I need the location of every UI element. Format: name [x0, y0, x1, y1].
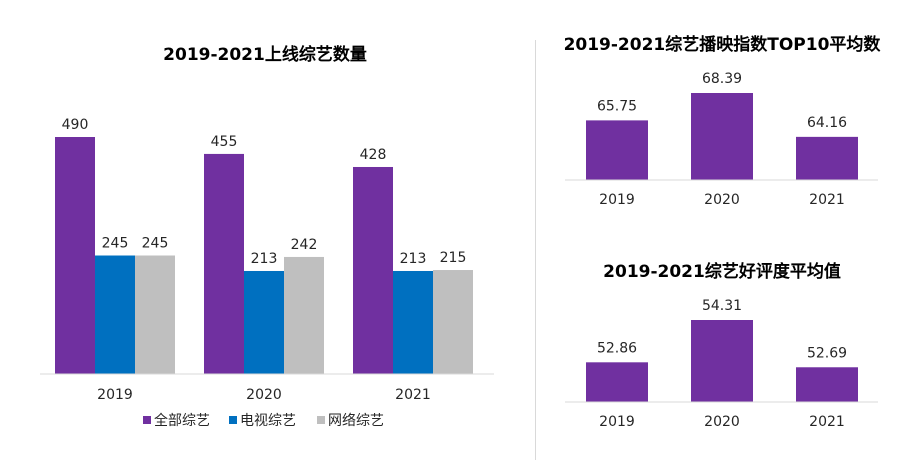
- bar-2021-series-0: [353, 166, 393, 374]
- bar-2019-series-0: [55, 137, 95, 374]
- data-label-2020-series-0: 455: [211, 134, 238, 150]
- x-tick-2020: 2020: [246, 387, 282, 403]
- legend-swatch-0: [143, 416, 151, 424]
- data-label-2020-series-1: 213: [251, 251, 278, 267]
- bar-2021-series-1: [393, 270, 433, 374]
- launched-shows-legend: 全部综艺 电视综艺 网络综艺: [143, 412, 384, 429]
- data-label-2019-series-0: 490: [62, 117, 89, 133]
- legend-swatch-2: [317, 416, 325, 424]
- data-label-2019-series-1: 245: [102, 236, 129, 252]
- chart-divider: [535, 40, 536, 460]
- x-tick-2019: 2019: [97, 387, 133, 403]
- data-label-2021-series-0: 428: [360, 147, 387, 163]
- launched-shows-chart-title: 2019-2021上线综艺数量: [163, 44, 367, 65]
- data-label-2019-series-2: 245: [142, 236, 169, 252]
- legend-swatch-1: [229, 416, 237, 424]
- bar-2019-series-2: [135, 255, 175, 374]
- bar-2020-series-2: [284, 256, 324, 374]
- legend-label-1: 电视综艺: [240, 413, 296, 429]
- bar-2019-series-1: [95, 255, 135, 374]
- x-tick-2021: 2021: [395, 387, 431, 403]
- data-label-2021-series-1: 213: [400, 251, 427, 267]
- legend-label-0: 全部综艺: [154, 412, 210, 429]
- bar-2021-series-2: [433, 270, 473, 374]
- bar-2020-series-1: [244, 270, 284, 374]
- data-label-2020-series-2: 242: [291, 237, 318, 253]
- bar-2020-series-0: [204, 153, 244, 374]
- legend-label-2: 网络综艺: [328, 413, 384, 429]
- data-label-2021-series-2: 215: [440, 250, 467, 266]
